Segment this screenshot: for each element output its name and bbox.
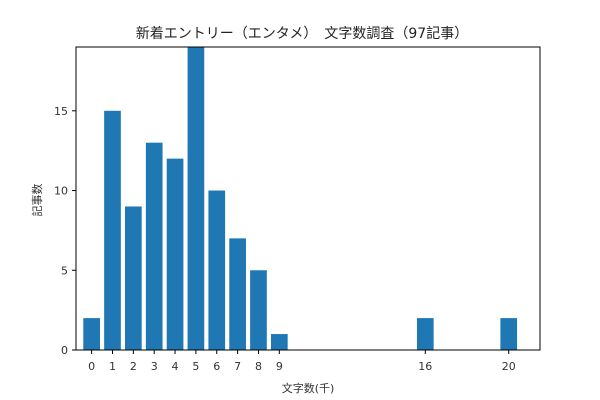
bar-4	[166, 158, 184, 350]
bar-3	[145, 142, 163, 350]
x-tick-label-4: 4	[172, 360, 179, 373]
bar-1	[104, 110, 121, 350]
x-tick-label-20: 20	[502, 360, 516, 373]
x-axis-ticks: 0 1 2 3 4 5 6 7 8 9 16 20	[88, 350, 516, 373]
x-tick-label-5: 5	[192, 360, 199, 373]
x-tick-label-2: 2	[130, 360, 137, 373]
y-axis-title: 記事数	[30, 184, 44, 217]
bar-0	[83, 318, 100, 350]
x-axis-title: 文字数(千)	[282, 381, 335, 395]
plot-frame	[75, 46, 541, 351]
y-tick-label-15: 15	[54, 105, 68, 118]
bar-7	[229, 238, 246, 350]
bar-16	[416, 318, 434, 350]
bar-6	[208, 190, 226, 350]
x-tick-label-7: 7	[234, 360, 241, 373]
chart-title: 新着エントリー（エンタメ） 文字数調査（97記事）	[136, 25, 468, 42]
bar-5	[187, 47, 205, 350]
x-tick-label-1: 1	[109, 360, 116, 373]
y-axis-ticks: 0 5 10 15	[54, 105, 76, 357]
x-tick-label-0: 0	[88, 360, 95, 373]
bar-20	[500, 318, 518, 350]
y-tick-label-10: 10	[54, 185, 68, 198]
x-tick-label-3: 3	[151, 360, 158, 373]
bar-2	[125, 206, 142, 350]
bar-8	[250, 270, 267, 350]
bar-9	[270, 334, 288, 350]
y-tick-label-5: 5	[61, 264, 68, 277]
x-tick-label-9: 9	[276, 360, 283, 373]
x-tick-label-16: 16	[418, 360, 432, 373]
x-tick-label-6: 6	[213, 360, 220, 373]
bars	[83, 47, 518, 350]
x-tick-label-8: 8	[255, 360, 262, 373]
y-tick-label-0: 0	[61, 344, 68, 357]
